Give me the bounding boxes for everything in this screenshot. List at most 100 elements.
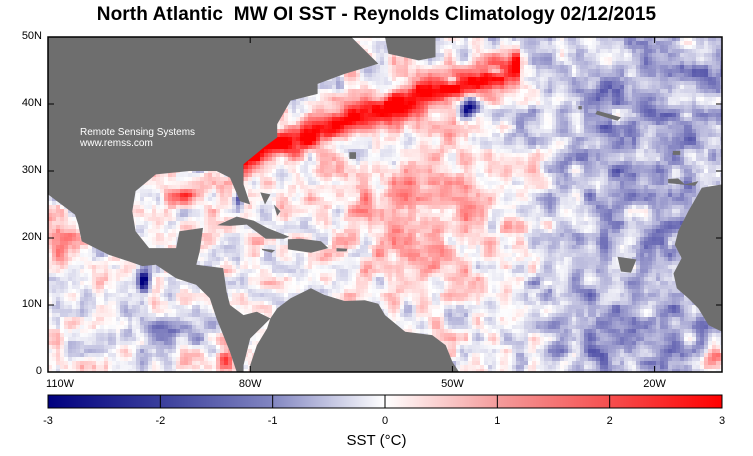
sst-cell <box>452 57 456 61</box>
sst-cell <box>440 85 444 89</box>
sst-cell <box>616 85 620 89</box>
sst-cell <box>264 149 268 153</box>
sst-cell <box>468 97 472 101</box>
sst-cell <box>328 129 332 133</box>
sst-cell <box>648 45 652 49</box>
sst-cell <box>476 97 480 101</box>
sst-cell <box>300 129 304 133</box>
sst-cell <box>436 61 440 65</box>
sst-cell <box>496 145 500 149</box>
sst-cell <box>700 121 704 125</box>
sst-cell <box>680 49 684 53</box>
sst-cell <box>408 89 412 93</box>
sst-cell <box>432 125 436 129</box>
sst-cell <box>412 141 416 145</box>
sst-cell <box>368 49 372 53</box>
sst-cell <box>576 37 580 41</box>
sst-cell <box>572 145 576 149</box>
sst-cell <box>336 137 340 141</box>
sst-cell <box>348 85 352 89</box>
sst-cell <box>384 97 388 101</box>
sst-cell <box>428 121 432 125</box>
sst-cell <box>580 133 584 137</box>
sst-cell <box>664 49 668 53</box>
sst-cell <box>548 89 552 93</box>
sst-cell <box>452 45 456 49</box>
sst-cell <box>700 125 704 129</box>
sst-cell <box>660 49 664 53</box>
sst-cell <box>448 145 452 149</box>
sst-cell <box>348 125 352 129</box>
sst-cell <box>376 145 380 149</box>
sst-cell <box>536 149 540 153</box>
sst-cell <box>292 153 296 157</box>
sst-cell <box>616 101 620 105</box>
sst-cell <box>676 41 680 45</box>
sst-cell <box>548 37 552 41</box>
sst-cell <box>480 109 484 113</box>
sst-cell <box>380 53 384 57</box>
sst-cell <box>692 121 696 125</box>
sst-cell <box>712 37 716 41</box>
sst-cell <box>468 137 472 141</box>
sst-cell <box>664 53 668 57</box>
sst-cell <box>684 49 688 53</box>
sst-cell <box>696 69 700 73</box>
sst-cell <box>464 73 468 77</box>
sst-cell <box>460 61 464 65</box>
sst-cell <box>712 117 716 121</box>
sst-cell <box>600 57 604 61</box>
sst-cell <box>404 109 408 113</box>
sst-cell <box>604 77 608 81</box>
sst-cell <box>516 65 520 69</box>
sst-cell <box>344 133 348 137</box>
sst-cell <box>472 61 476 65</box>
sst-cell <box>324 145 328 149</box>
sst-cell <box>328 121 332 125</box>
sst-cell <box>376 69 380 73</box>
sst-cell <box>572 85 576 89</box>
sst-cell <box>556 125 560 129</box>
sst-cell <box>352 121 356 125</box>
sst-cell <box>480 145 484 149</box>
sst-cell <box>624 129 628 133</box>
sst-cell <box>608 149 612 153</box>
sst-cell <box>712 125 716 129</box>
sst-cell <box>536 57 540 61</box>
sst-cell <box>476 37 480 41</box>
sst-cell <box>460 73 464 77</box>
sst-cell <box>360 133 364 137</box>
sst-cell <box>712 133 716 137</box>
sst-cell <box>548 149 552 153</box>
sst-cell <box>488 89 492 93</box>
sst-cell <box>400 137 404 141</box>
sst-cell <box>552 53 556 57</box>
sst-cell <box>512 109 516 113</box>
sst-cell <box>444 129 448 133</box>
sst-cell <box>572 89 576 93</box>
sst-cell <box>360 141 364 145</box>
sst-cell <box>684 73 688 77</box>
sst-cell <box>704 57 708 61</box>
sst-cell <box>440 109 444 113</box>
sst-cell <box>344 117 348 121</box>
sst-cell <box>312 101 316 105</box>
sst-cell <box>560 73 564 77</box>
sst-cell <box>688 57 692 61</box>
sst-cell <box>372 41 376 45</box>
sst-cell <box>604 133 608 137</box>
sst-cell <box>304 145 308 149</box>
sst-cell <box>472 93 476 97</box>
sst-cell <box>280 117 284 121</box>
sst-cell <box>468 93 472 97</box>
sst-cell <box>340 105 344 109</box>
sst-cell <box>452 49 456 53</box>
sst-cell <box>480 137 484 141</box>
sst-cell <box>484 77 488 81</box>
sst-cell <box>656 69 660 73</box>
sst-cell <box>376 113 380 117</box>
sst-cell <box>312 97 316 101</box>
sst-cell <box>320 109 324 113</box>
sst-cell <box>508 109 512 113</box>
sst-cell <box>468 117 472 121</box>
